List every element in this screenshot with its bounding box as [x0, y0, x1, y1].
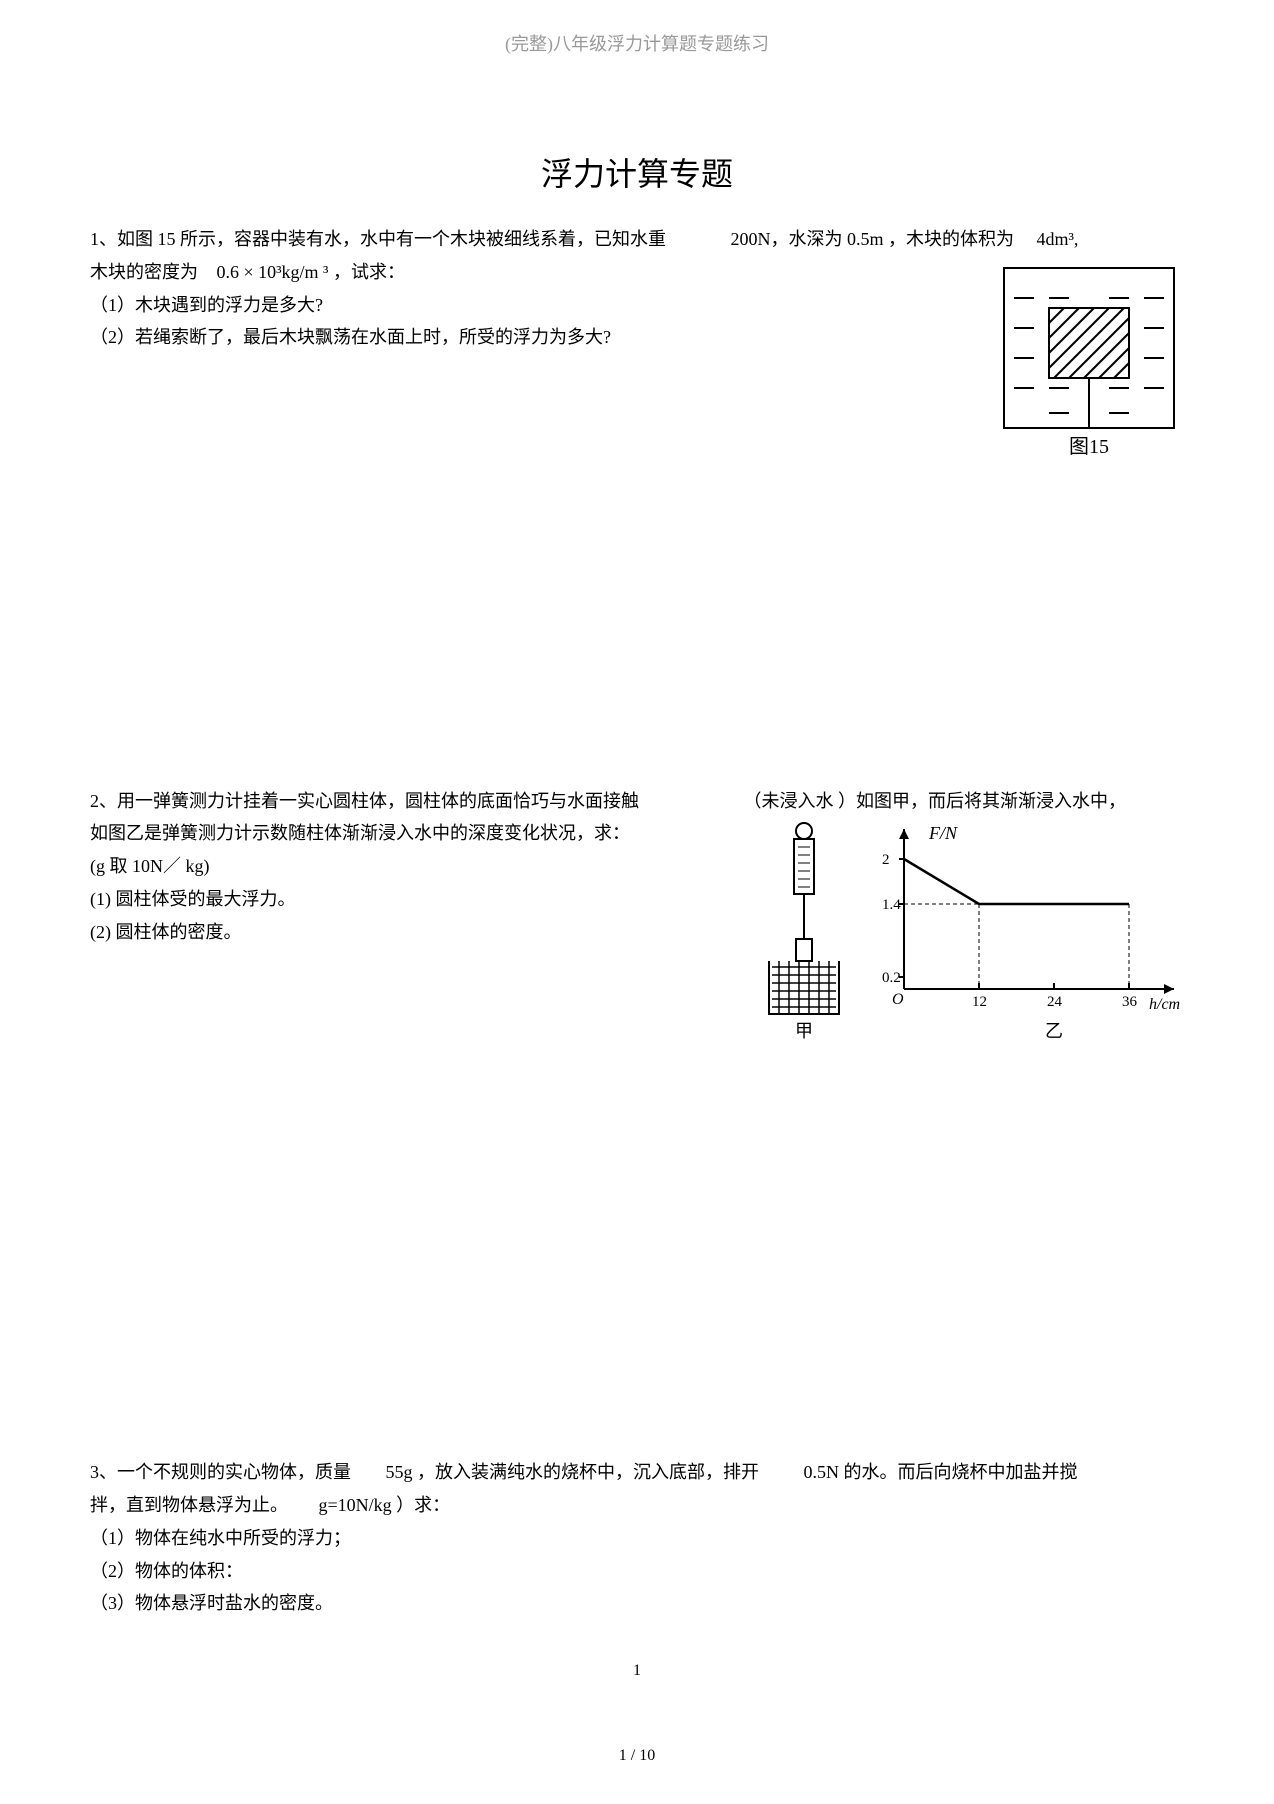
q3-text-1a: 3、一个不规则的实心物体，质量	[90, 1462, 351, 1482]
xtick-0: 12	[972, 994, 987, 1010]
q1-figure: 图15	[994, 258, 1184, 467]
q3-text-2b: g=10N/kg ）求：	[319, 1495, 451, 1515]
page-footer: 1 / 10	[0, 1743, 1274, 1769]
q3-sub2: （2）物体的体积：	[90, 1557, 1184, 1586]
q3-line1: 3、一个不规则的实心物体，质量 55g ，放入装满纯水的烧杯中，沉入底部，排开 …	[90, 1458, 1184, 1487]
x-axis-label: h/cm	[1149, 996, 1180, 1013]
q1-text-1a: 1、如图 15 所示，容器中装有水，水中有一个木块被细线系着，已知水重	[90, 229, 666, 249]
q1-line2: 木块的密度为 0.6 × 10³kg/m ³ ，试求：	[90, 258, 964, 287]
page: (完整)八年级浮力计算题专题练习 浮力计算专题 1、如图 15 所示，容器中装有…	[0, 0, 1274, 1804]
xtick-1: 24	[1047, 994, 1063, 1010]
page-title: 浮力计算专题	[90, 149, 1184, 200]
ytick-0: 0.2	[882, 970, 901, 986]
q3-text-1c: 0.5N 的水。而后向烧杯中加盐并搅	[804, 1462, 1078, 1482]
q2-line3: (g 取 10N／ kg)	[90, 852, 724, 881]
figure-15-label: 图15	[1069, 436, 1109, 458]
q1-text-1c: 4dm³,	[1037, 229, 1079, 249]
ytick-2: 2	[882, 852, 890, 868]
page-header: (完整)八年级浮力计算题专题练习	[90, 30, 1184, 59]
q1-text-2a: 木块的密度为	[90, 262, 198, 282]
q2-text-1b: （未浸入水 ）如图甲，而后将其渐渐浸入水中，	[744, 791, 1127, 811]
q3-text-1b: 55g ，放入装满纯水的烧杯中，沉入底部，排开	[386, 1462, 760, 1482]
figure-15-svg: 图15	[994, 258, 1184, 458]
question-1: 1、如图 15 所示，容器中装有水，水中有一个木块被细线系着，已知水重 200N…	[90, 225, 1184, 727]
q2-text-1a: 2、用一弹簧测力计挂着一实心圆柱体，圆柱体的底面恰巧与水面接触	[90, 791, 639, 811]
figure-2-svg: 甲 F/N h/cm 2 1.4	[754, 819, 1184, 1049]
q1-line1: 1、如图 15 所示，容器中装有水，水中有一个木块被细线系着，已知水重 200N…	[90, 225, 1184, 254]
xtick-2: 36	[1122, 994, 1138, 1010]
q1-sub2: （2）若绳索断了，最后木块飘荡在水面上时，所受的浮力为多大?	[90, 323, 964, 352]
y-axis-label: F/N	[928, 823, 958, 843]
page-number: 1	[0, 1658, 1274, 1684]
q3-line2: 拌，直到物体悬浮为止。 g=10N/kg ）求：	[90, 1491, 1184, 1520]
q1-text-block: 木块的密度为 0.6 × 10³kg/m ³ ，试求： （1）木块遇到的浮力是多…	[90, 258, 964, 467]
q2-figure: 甲 F/N h/cm 2 1.4	[754, 819, 1184, 1058]
figure-2-left: 甲	[769, 823, 839, 1041]
q1-sub1: （1）木块遇到的浮力是多大?	[90, 291, 964, 320]
q1-text-1b: 200N，水深为 0.5m ，木块的体积为	[731, 229, 1015, 249]
figure-2-right: F/N h/cm 2 1.4 0.2 O	[882, 823, 1180, 1041]
figure-2-left-label: 甲	[795, 1021, 813, 1041]
question-2: 2、用一弹簧测力计挂着一实心圆柱体，圆柱体的底面恰巧与水面接触 （未浸入水 ）如…	[90, 787, 1184, 1399]
q1-text-2b: 0.6 × 10³kg/m ³ ，试求：	[217, 262, 405, 282]
q3-sub1: （1）物体在纯水中所受的浮力；	[90, 1524, 1184, 1553]
ytick-1: 1.4	[882, 897, 901, 913]
svg-text:O: O	[892, 991, 904, 1008]
q2-sub1: (1) 圆柱体受的最大浮力。	[90, 885, 724, 914]
q2-line1: 2、用一弹簧测力计挂着一实心圆柱体，圆柱体的底面恰巧与水面接触 （未浸入水 ）如…	[90, 787, 1184, 816]
q3-sub3: （3）物体悬浮时盐水的密度。	[90, 1589, 1184, 1618]
q2-sub2: (2) 圆柱体的密度。	[90, 918, 724, 947]
q2-text-block: 如图乙是弹簧测力计示数随柱体渐渐浸入水中的深度变化状况，求： (g 取 10N／…	[90, 819, 724, 1058]
figure-2-right-label: 乙	[1045, 1021, 1063, 1041]
question-3: 3、一个不规则的实心物体，质量 55g ，放入装满纯水的烧杯中，沉入底部，排开 …	[90, 1458, 1184, 1618]
q3-text-2a: 拌，直到物体悬浮为止。	[90, 1495, 288, 1515]
q2-line2: 如图乙是弹簧测力计示数随柱体渐渐浸入水中的深度变化状况，求：	[90, 819, 724, 848]
